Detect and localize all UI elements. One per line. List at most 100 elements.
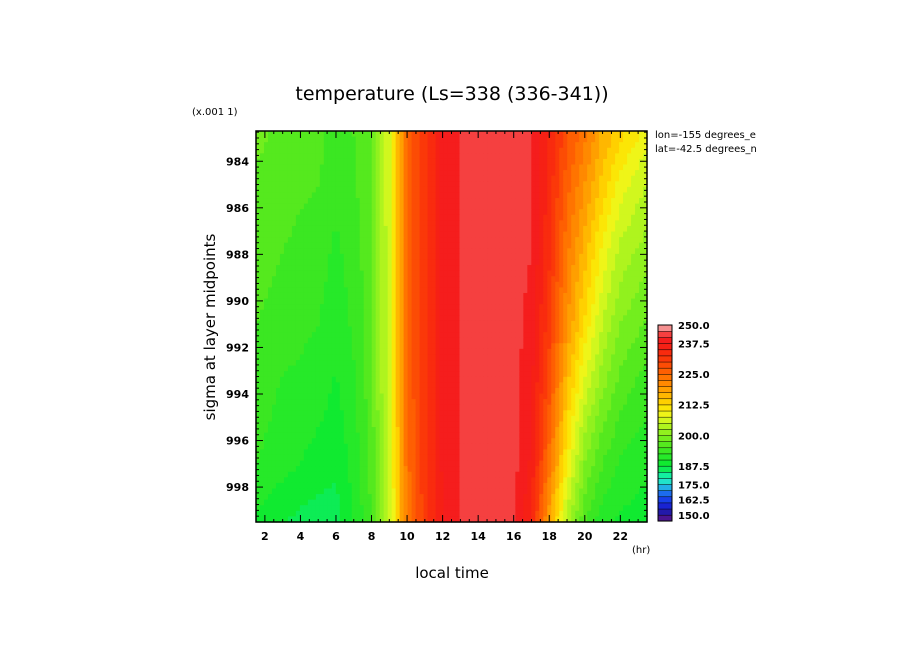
heatmap-cell — [451, 136, 457, 143]
heatmap-cell — [343, 298, 349, 305]
heatmap-cell — [543, 376, 548, 383]
heatmap-cell — [331, 399, 337, 406]
heatmap-cell — [567, 209, 572, 216]
heatmap-cell — [363, 203, 369, 210]
heatmap-cell — [551, 136, 556, 143]
heatmap-cell — [595, 354, 600, 361]
heatmap-cell — [607, 181, 612, 188]
heatmap-cell — [631, 326, 636, 333]
heatmap-cell — [415, 203, 421, 210]
heatmap-cell — [439, 153, 445, 160]
heatmap-cell — [503, 382, 508, 389]
heatmap-cell — [499, 220, 504, 227]
heatmap-cell — [611, 276, 616, 283]
heatmap-cell — [499, 242, 504, 249]
heatmap-cell — [403, 376, 409, 383]
heatmap-cell — [263, 131, 269, 138]
heatmap-cell — [599, 203, 604, 210]
heatmap-cell — [575, 304, 580, 311]
heatmap-cell — [459, 393, 465, 400]
heatmap-cell — [455, 315, 461, 322]
heatmap-cell — [423, 164, 429, 171]
heatmap-cell — [627, 259, 632, 266]
heatmap-cell — [295, 315, 301, 322]
heatmap-cell — [439, 371, 445, 378]
heatmap-cell — [311, 404, 317, 411]
heatmap-cell — [447, 287, 453, 294]
heatmap-cell — [551, 203, 556, 210]
heatmap-cell — [403, 131, 409, 138]
heatmap-cell — [359, 225, 365, 233]
heatmap-cell — [507, 220, 512, 227]
heatmap-cell — [483, 276, 489, 283]
heatmap-cell — [383, 198, 389, 205]
heatmap-cell — [275, 209, 281, 216]
heatmap-cell — [455, 158, 461, 166]
heatmap-cell — [483, 360, 489, 367]
heatmap-cell — [343, 142, 349, 149]
heatmap-cell — [535, 348, 540, 356]
heatmap-cell — [623, 259, 628, 266]
heatmap-cell — [631, 320, 636, 328]
heatmap-cell — [467, 203, 473, 210]
heatmap-cell — [467, 265, 473, 272]
heatmap-cell — [439, 393, 445, 400]
heatmap-cell — [371, 259, 377, 266]
heatmap-cell — [399, 209, 405, 216]
heatmap-cell — [275, 332, 281, 339]
heatmap-cell — [611, 315, 616, 322]
heatmap-cell — [595, 371, 600, 378]
heatmap-cell — [611, 147, 616, 154]
heatmap-cell — [431, 326, 437, 333]
heatmap-cell — [635, 170, 640, 177]
heatmap-cell — [443, 186, 449, 194]
heatmap-cell — [399, 382, 405, 389]
heatmap-cell — [499, 304, 504, 311]
heatmap-cell — [371, 203, 377, 210]
heatmap-cell — [627, 404, 632, 411]
heatmap-cell — [503, 175, 508, 182]
heatmap-cell — [583, 304, 588, 311]
heatmap-cell — [443, 131, 449, 138]
heatmap-cell — [623, 326, 628, 333]
heatmap-cell — [443, 136, 449, 143]
heatmap-cell — [623, 209, 628, 216]
heatmap-cell — [463, 315, 469, 322]
heatmap-cell — [503, 270, 508, 277]
heatmap-cell — [299, 231, 305, 238]
heatmap-cell — [379, 371, 385, 378]
heatmap-cell — [535, 332, 540, 339]
heatmap-cell — [467, 348, 473, 356]
heatmap-cell — [503, 242, 508, 249]
heatmap-cell — [479, 371, 485, 378]
heatmap-cell — [271, 376, 277, 383]
heatmap-cell — [571, 281, 576, 288]
heatmap-cell — [339, 332, 345, 339]
heatmap-cell — [547, 158, 552, 166]
heatmap-cell — [583, 136, 588, 143]
heatmap-cell — [607, 365, 612, 372]
heatmap-cell — [487, 360, 492, 367]
heatmap-cell — [379, 315, 385, 322]
heatmap-cell — [359, 209, 365, 216]
heatmap-cell — [547, 198, 552, 205]
heatmap-cell — [399, 393, 405, 400]
heatmap-cell — [367, 276, 373, 283]
heatmap-cell — [435, 164, 441, 171]
heatmap-cell — [547, 360, 552, 367]
heatmap-cell — [635, 242, 640, 249]
heatmap-cell — [323, 186, 329, 194]
heatmap-cell — [443, 147, 449, 154]
heatmap-cell — [395, 231, 401, 238]
heatmap-cell — [539, 276, 544, 283]
heatmap-cell — [467, 315, 473, 322]
heatmap-cell — [451, 203, 457, 210]
heatmap-cell — [639, 158, 644, 166]
heatmap-cell — [295, 304, 301, 311]
heatmap-cell — [391, 153, 397, 160]
heatmap-cell — [419, 315, 425, 322]
heatmap-cell — [575, 343, 580, 350]
heatmap-cell — [599, 315, 604, 322]
heatmap-cell — [403, 253, 409, 261]
heatmap-cell — [343, 209, 349, 216]
